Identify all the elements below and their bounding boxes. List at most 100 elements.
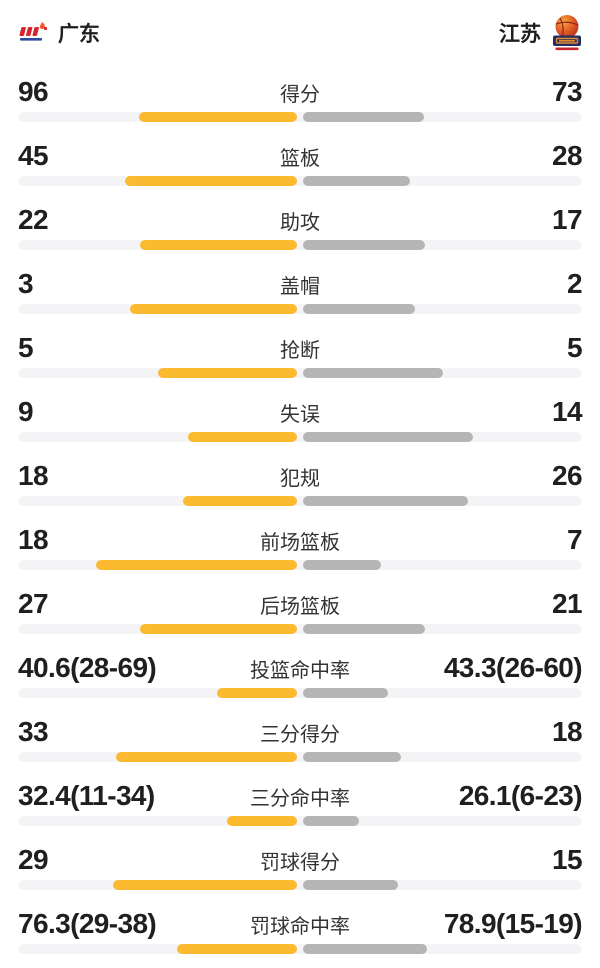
home-stat-bar: [125, 176, 297, 186]
home-stat-value: 45: [18, 140, 49, 171]
stat-row: 32.4(11-34) 三分命中率 26.1(6-23): [18, 776, 583, 840]
away-stat-value: 5: [567, 332, 583, 363]
stat-bar-track: [18, 560, 582, 570]
stat-row-text: 5 抢断 5: [18, 332, 583, 364]
away-stat-bar: [303, 624, 426, 634]
home-bar-area: [18, 944, 297, 954]
home-stat-value: 96: [18, 76, 49, 107]
stat-row: 27 后场篮板 21: [18, 584, 583, 648]
stats-list: 96 得分 73 45 篮板 28: [0, 66, 600, 968]
home-stat-value: 5: [18, 332, 34, 363]
stat-row: 45 篮板 28: [18, 136, 583, 200]
stat-bar-track: [18, 496, 582, 506]
stat-row-text: 9 失误 14: [18, 396, 583, 428]
stat-row: 18 犯规 26: [18, 456, 583, 520]
away-stat-bar: [303, 688, 389, 698]
home-bar-area: [18, 752, 297, 762]
away-stat-bar: [303, 496, 468, 506]
stat-row: 5 抢断 5: [18, 328, 583, 392]
stat-label: 失误: [280, 403, 320, 426]
home-stat-bar: [140, 624, 297, 634]
home-stat-bar: [217, 688, 297, 698]
stat-row-text: 18 前场篮板 7: [18, 524, 583, 556]
away-team-name: 江苏: [499, 23, 541, 46]
stat-bar-track: [18, 240, 582, 250]
home-stat-bar: [138, 112, 297, 122]
stat-row-text: 33 三分得分 18: [18, 716, 583, 748]
home-bar-area: [18, 176, 297, 186]
away-bar-area: [303, 624, 582, 634]
home-stat-value: 9: [18, 396, 34, 427]
home-stat-value: 18: [18, 460, 49, 491]
jiangsu-team-logo-icon: [553, 15, 581, 51]
stat-row-text: 32.4(11-34) 三分命中率 26.1(6-23): [18, 780, 583, 812]
away-stat-bar: [303, 816, 360, 826]
stat-label: 得分: [280, 83, 320, 106]
home-stat-value: 32.4(11-34): [18, 780, 155, 811]
stat-row: 22 助攻 17: [18, 200, 583, 264]
home-team-header: 广东: [16, 18, 100, 48]
away-bar-area: [303, 944, 582, 954]
home-bar-area: [18, 368, 297, 378]
home-stat-bar: [177, 944, 297, 954]
away-stat-value: 43.3(26-60): [443, 652, 583, 683]
away-stat-bar: [303, 176, 411, 186]
home-stat-bar: [157, 368, 297, 378]
away-team-header: 江苏: [499, 14, 584, 52]
stat-bar-track: [18, 176, 582, 186]
stat-row: 96 得分 73: [18, 72, 583, 136]
home-bar-area: [18, 240, 297, 250]
stat-row-text: 18 犯规 26: [18, 460, 583, 492]
stat-label: 罚球命中率: [250, 915, 350, 938]
away-bar-area: [303, 112, 582, 122]
stat-label: 前场篮板: [260, 531, 340, 554]
home-stat-bar: [113, 880, 297, 890]
stat-row-text: 96 得分 73: [18, 76, 583, 108]
stat-row-text: 40.6(28-69) 投篮命中率 43.3(26-60): [18, 652, 583, 684]
away-stat-bar: [303, 944, 427, 954]
home-stat-value: 40.6(28-69): [18, 652, 157, 683]
stat-row: 18 前场篮板 7: [18, 520, 583, 584]
stat-bar-track: [18, 752, 582, 762]
home-bar-area: [18, 112, 297, 122]
home-stat-bar: [116, 752, 297, 762]
stat-label: 三分命中率: [250, 787, 350, 810]
home-stat-bar: [129, 304, 297, 314]
away-stat-bar: [303, 304, 415, 314]
home-bar-area: [18, 432, 297, 442]
away-stat-bar: [303, 752, 402, 762]
away-stat-value: 28: [552, 140, 583, 171]
stat-row: 76.3(29-38) 罚球命中率 78.9(15-19): [18, 904, 583, 968]
home-stat-value: 29: [18, 844, 49, 875]
home-bar-area: [18, 880, 297, 890]
away-bar-area: [303, 560, 582, 570]
stat-bar-track: [18, 304, 582, 314]
away-stat-value: 2: [567, 268, 583, 299]
home-stat-bar: [182, 496, 297, 506]
away-bar-area: [303, 304, 582, 314]
away-stat-bar: [303, 112, 424, 122]
away-stat-bar: [303, 560, 382, 570]
away-stat-bar: [303, 240, 425, 250]
stat-bar-track: [18, 816, 582, 826]
away-stat-value: 15: [552, 844, 583, 875]
stat-row-text: 29 罚球得分 15: [18, 844, 583, 876]
home-bar-area: [18, 304, 297, 314]
away-bar-area: [303, 240, 582, 250]
away-bar-area: [303, 368, 582, 378]
home-stat-value: 3: [18, 268, 34, 299]
home-stat-value: 27: [18, 588, 49, 619]
stat-label: 罚球得分: [260, 851, 340, 874]
stat-row-text: 76.3(29-38) 罚球命中率 78.9(15-19): [18, 908, 583, 940]
stat-row-text: 27 后场篮板 21: [18, 588, 583, 620]
stat-bar-track: [18, 368, 582, 378]
stat-bar-track: [18, 624, 582, 634]
home-stat-bar: [227, 816, 297, 826]
away-stat-value: 26: [552, 460, 583, 491]
guangdong-team-logo-icon: [19, 22, 48, 41]
away-stat-value: 78.9(15-19): [443, 908, 583, 939]
away-bar-area: [303, 432, 582, 442]
stat-bar-track: [18, 880, 582, 890]
stat-bar-track: [18, 688, 582, 698]
